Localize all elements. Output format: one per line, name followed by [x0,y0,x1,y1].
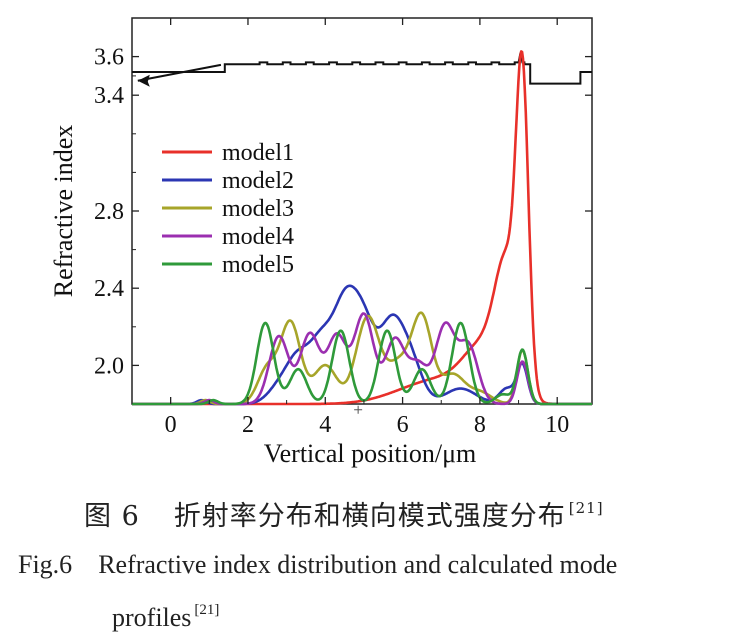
y-tick-label: 3.4 [94,83,124,109]
x-tick-label: 2 [242,412,254,438]
caption-english-line1: Fig.6 Refractive index distribution and c… [18,550,617,580]
x-tick-label: 10 [545,412,569,438]
series-model5 [131,321,593,406]
caption-en-text-2: profiles [112,603,192,632]
index-profile-curve [132,52,592,85]
y-tick-label: 2.8 [94,199,124,225]
caption-english-line2: profiles [21] [112,602,219,633]
profile-arrow-head [137,74,150,87]
x-tick-label: 6 [397,412,409,438]
caption-en-number: Fig.6 [18,550,73,579]
y-tick-label: 2.0 [94,353,124,379]
legend-label-model2: model2 [222,168,294,194]
x-tick-label: 8 [474,412,486,438]
y-axis-label: Refractive index [49,125,78,298]
axes: 0 2 4 6 8 10 2.0 2.4 2.8 3.4 3.6 Vertical position/… [49,18,592,468]
y-tick-label: 2.4 [94,276,124,302]
caption-chinese: 图 6 折射率分布和横向模式强度分布 [21] [84,494,604,533]
caption-en-ref: [21] [194,602,220,618]
caption-cn-text: 折射率分布和横向模式强度分布 [173,501,566,532]
x-axis-label: Vertical position/μm [264,439,477,468]
mode-series-layer [131,50,593,406]
x-tick-label: 0 [165,412,177,438]
profile-arrow-line [137,63,222,82]
legend-label-model4: model4 [222,224,294,250]
y-tick-label: 3.6 [94,45,124,71]
cross-marker [354,405,363,414]
refractive-index-chart: 0 2 4 6 8 10 2.0 2.4 2.8 3.4 3.6 Vertical position/… [49,17,593,468]
legend-label-model3: model3 [222,196,294,222]
caption-cn-ref: [21] [568,499,604,517]
caption-cn-number: 图 6 [84,501,140,532]
legend-label-model5: model5 [222,252,294,278]
series-model3 [131,311,593,406]
series-model2 [131,284,593,406]
legend-label-model1: model1 [222,140,294,166]
caption-en-text-1: Refractive index distribution and calcul… [98,550,618,579]
index-profile-layer [132,52,592,414]
x-tick-label: 4 [319,412,331,438]
